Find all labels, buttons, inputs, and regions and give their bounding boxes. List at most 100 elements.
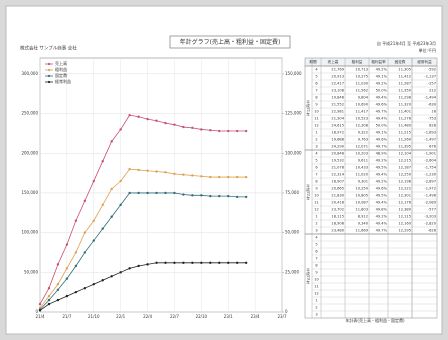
table-cell: 20,418: [331, 201, 344, 205]
point: [209, 194, 212, 198]
point: [244, 129, 248, 133]
table-header: 固定費: [395, 59, 406, 64]
point: [137, 168, 140, 172]
table-cell: 24,615: [331, 124, 344, 128]
table-cell: 12,295: [398, 229, 411, 233]
point: [155, 170, 158, 173]
point: [101, 279, 104, 282]
point: [235, 129, 239, 133]
table-cell: 18,115: [331, 215, 344, 219]
point: [227, 129, 230, 133]
table-cell: 12,380: [398, 208, 411, 212]
table-cell: 49.4%: [376, 117, 388, 121]
point: [92, 179, 95, 183]
table-cell: -577: [428, 208, 436, 212]
table-cell: -1,496: [424, 194, 436, 198]
table-cell: 9,301: [358, 180, 368, 184]
point: [47, 302, 51, 306]
point: [218, 194, 221, 198]
point: [47, 286, 51, 290]
table-cell: -753: [428, 117, 436, 121]
point: [92, 219, 95, 222]
table-cell: 212: [429, 89, 436, 93]
point: [119, 128, 122, 131]
x-tick-label: 21/7: [62, 314, 71, 319]
table-cell: 11,669: [355, 229, 368, 233]
row-month: 6: [315, 82, 318, 86]
table-cell: 24,290: [331, 145, 344, 149]
table-cell: 12,176: [398, 201, 411, 205]
point: [235, 261, 239, 264]
row-month: 12: [314, 124, 319, 128]
point: [74, 290, 78, 294]
table-cell: 11,287: [398, 82, 411, 86]
point: [119, 271, 122, 274]
point: [56, 288, 60, 291]
table-cell: 12,104: [398, 152, 411, 156]
table-cell: -2,820: [424, 222, 436, 226]
table-cell: 20,846: [331, 152, 344, 156]
series-line: [39, 262, 247, 311]
x-tick-label: 23/7: [278, 314, 287, 319]
table-cell: 11,803: [355, 208, 368, 212]
table-cell: 10,275: [355, 75, 368, 79]
table-cell: 11,350: [398, 89, 411, 93]
point: [164, 191, 167, 195]
row-month: 6: [315, 250, 318, 254]
point: [244, 195, 248, 199]
table-cell: 21,304: [331, 117, 344, 121]
table-cell: 11,562: [355, 89, 368, 93]
point: [119, 179, 122, 183]
table-cell: 12,301: [398, 194, 411, 198]
table-cell: 12,215: [398, 159, 411, 163]
row-month: 3: [315, 229, 317, 233]
footer: 年計表(売上高・粗利益・固定費): [345, 317, 405, 323]
table-cell: 9,322: [358, 131, 368, 135]
table-cell: 49.5%: [376, 166, 388, 170]
point: [101, 203, 104, 207]
point: [146, 191, 149, 195]
table-cell: -1,754: [424, 166, 436, 170]
point: [110, 140, 113, 143]
point: [92, 239, 95, 242]
y-tick-label: 150,000: [21, 190, 38, 195]
point: [173, 261, 176, 264]
row-month: 1: [315, 131, 317, 135]
point: [191, 194, 194, 197]
point: [119, 203, 122, 207]
table-cell: -592: [428, 68, 436, 72]
table-cell: 48.9%: [376, 152, 388, 156]
point: [235, 195, 239, 199]
table-cell: 49.6%: [376, 103, 388, 107]
point: [182, 173, 185, 176]
table-cell: 11,260: [398, 138, 411, 142]
table-cell: 50.0%: [376, 89, 388, 93]
point: [182, 193, 185, 196]
point: [209, 175, 212, 179]
table-cell: 22,314: [331, 173, 344, 177]
table-cell: 11,276: [398, 117, 411, 121]
table-cell: -1,893: [424, 131, 436, 135]
point: [173, 123, 176, 126]
table-cell: 49.2%: [376, 159, 388, 163]
point: [137, 115, 140, 118]
x-tick-label: 22/1: [116, 314, 125, 319]
point: [83, 199, 87, 203]
table-cell: 9,804: [358, 96, 369, 100]
point: [244, 261, 248, 264]
y2-tick-label: 0: [285, 309, 288, 314]
series-line: [39, 168, 247, 309]
sheet: [5, 5, 443, 335]
row-month: 10: [314, 110, 319, 114]
point: [155, 191, 158, 195]
row-month: 9: [315, 103, 318, 107]
table-cell: 19,532: [331, 159, 344, 163]
table-cell: 11,320: [398, 103, 411, 107]
table-cell: -630: [428, 103, 437, 107]
point: [227, 194, 230, 198]
point: [137, 264, 140, 268]
table-cell: -2,604: [424, 159, 436, 163]
table-cell: -1,972: [424, 187, 436, 191]
row-month: 10: [314, 278, 319, 282]
y-tick-label: 0: [35, 309, 38, 314]
